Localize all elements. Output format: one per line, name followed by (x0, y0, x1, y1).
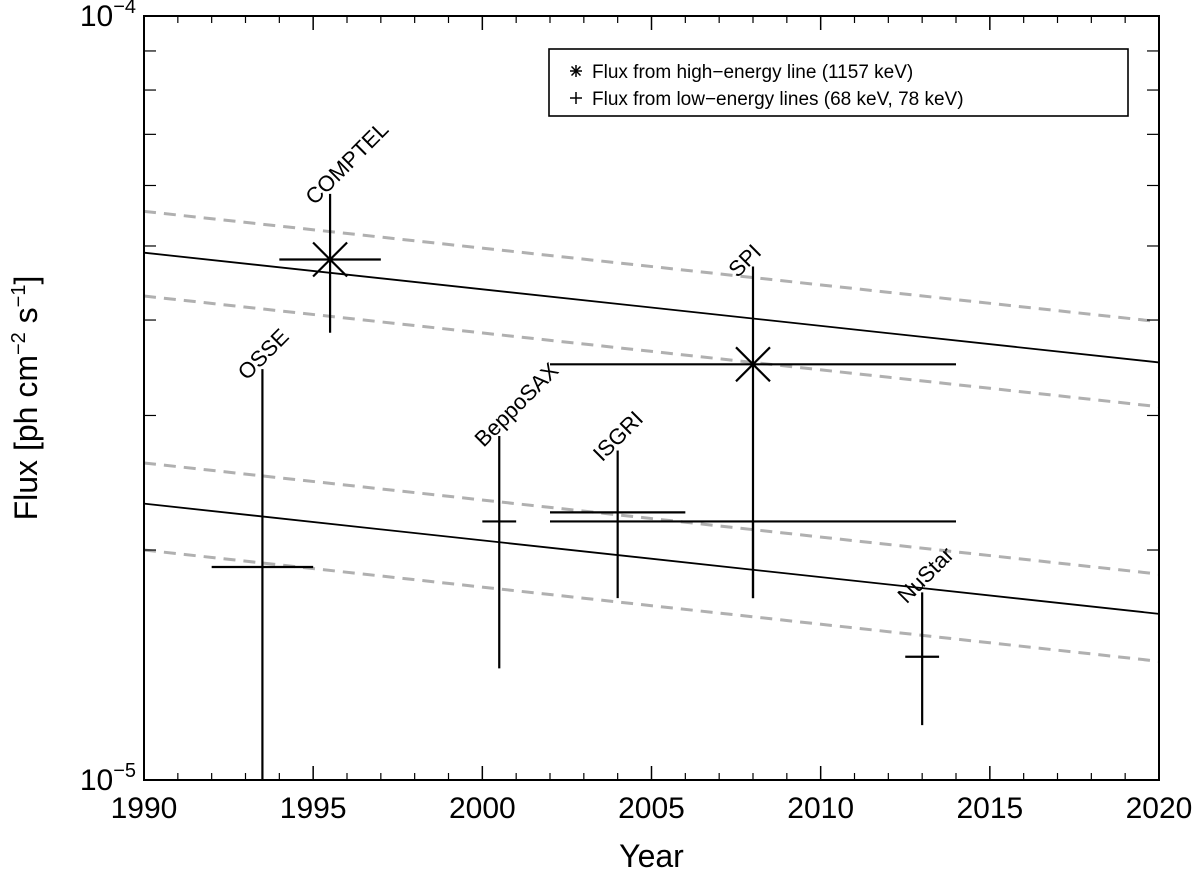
model-fit-line-0 (143, 251, 1160, 364)
x-tick-label: 2010 (787, 792, 854, 825)
instrument-label-nustar: NuStar (892, 542, 958, 608)
instrument-label-comptel: COMPTEL (300, 117, 393, 210)
low-energy-point-1 (482, 436, 517, 669)
legend-entry-plus: Flux from low−energy lines (68 keV, 78 k… (570, 89, 964, 110)
y-tick-label: 10−4 (80, 0, 136, 33)
model-bound-line-2 (143, 294, 1160, 409)
asterisk-stroke (312, 241, 348, 278)
legend-label: Flux from high−energy line (1157 keV) (592, 62, 913, 83)
legend-asterisk-icon (570, 65, 582, 77)
instrument-label-bepposax: BeppoSAX (470, 358, 564, 452)
plot-frame (143, 15, 1160, 781)
legend-box (548, 48, 1129, 117)
low-energy-point-0 (211, 369, 314, 780)
legend-label: Flux from low−energy lines (68 keV, 78 k… (592, 89, 964, 110)
low-energy-point-3 (550, 520, 956, 599)
high-energy-point-0 (279, 193, 381, 333)
x-tick-label: 1995 (280, 792, 347, 825)
axes: 1990 1995 2000 2005 2010 2015 2020 10−4 10−5 (80, 0, 1193, 825)
legend: Flux from high−energy line (1157 keV) Flu… (548, 48, 1129, 117)
model-bound-line-4 (143, 461, 1160, 576)
asterisk-stroke (735, 346, 771, 383)
x-axis-title: Year (619, 838, 684, 871)
low-energy-point-4 (905, 592, 940, 726)
x-tick-label: 2000 (449, 792, 516, 825)
x-tick-label: 2005 (618, 792, 685, 825)
x-tick-label: 2020 (1126, 792, 1193, 825)
legend-entry-asterisk: Flux from high−energy line (1157 keV) (570, 62, 913, 83)
model-bound-line-1 (143, 209, 1160, 324)
data-points (211, 193, 956, 780)
low-energy-point-2 (550, 450, 686, 599)
x-tick-label: 1990 (111, 792, 178, 825)
y-axis-title: Flux [ph cm−2 s−1] (8, 276, 44, 521)
x-tick-label: 2015 (956, 792, 1023, 825)
y-tick-label: 10−5 (80, 760, 136, 797)
decay-model-lines (143, 209, 1160, 663)
model-fit-line-3 (143, 502, 1160, 615)
model-bound-line-5 (143, 548, 1160, 663)
